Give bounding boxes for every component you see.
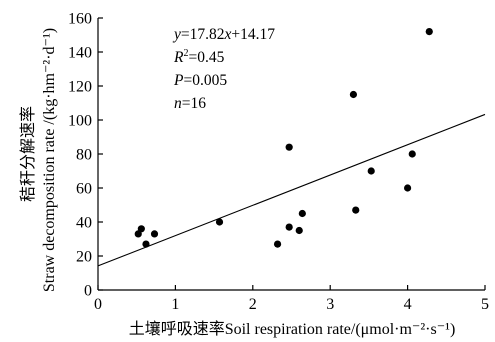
x-tick-label: 3 [326,296,334,313]
x-ticks: 0 1 2 3 4 5 [94,285,489,313]
r-squared-text: R2=0.45 [173,48,225,66]
p-value-text: P=0.005 [173,72,227,89]
y-tick-label: 40 [76,215,92,232]
y-tick-label: 20 [76,249,92,266]
y-tick-label: 0 [84,283,92,300]
data-point [352,206,360,214]
x-tick-label: 0 [94,296,102,313]
data-point [298,209,306,218]
y-axis-title-cn: 秸秆分解速率 [19,106,37,202]
y-tick-label: 80 [76,147,92,164]
data-point [408,150,416,158]
data-point [142,240,150,248]
y-axis-title-en-group: Straw decomposition rate /(kg·hm⁻²·d⁻¹) [41,28,58,292]
y-tick-label: 100 [68,113,92,130]
data-point [273,240,282,248]
regression-stats: y=17.82x+14.17 R2=0.45 P=0.005 n=16 [172,26,275,112]
data-point [404,184,412,192]
data-point [137,225,145,233]
y-tick-label: 60 [76,181,92,198]
x-tick-label: 4 [404,296,412,313]
x-axis-title: 土壤呼吸速率Soil respiration rate/(μmol·m⁻²·s⁻… [129,319,456,338]
data-point [367,167,375,175]
equation-text: y=17.82x+14.17 [172,26,275,43]
y-tick-label: 140 [68,45,92,62]
data-points [134,28,433,248]
x-tick-label: 5 [481,296,489,313]
data-point [349,90,358,99]
y-axis-title-en: Straw decomposition rate /(kg·hm⁻²·d⁻¹) [41,28,58,292]
y-axis-title-cn-group: 秸秆分解速率 [19,106,37,202]
regression-line-group [97,113,486,267]
data-point [295,226,303,235]
y-tick-label: 160 [68,11,92,28]
data-point [425,28,433,36]
data-point [285,143,293,151]
x-tick-label: 2 [249,296,257,313]
y-tick-label: 120 [68,79,92,96]
y-ticks: 0 20 40 60 80 100 120 140 160 [68,11,103,300]
data-point [150,230,159,238]
regression-line [97,113,486,267]
x-tick-label: 1 [171,296,179,313]
data-point [285,223,293,231]
chart-axes [97,18,485,291]
n-text: n=16 [174,95,206,112]
data-point [215,218,224,226]
